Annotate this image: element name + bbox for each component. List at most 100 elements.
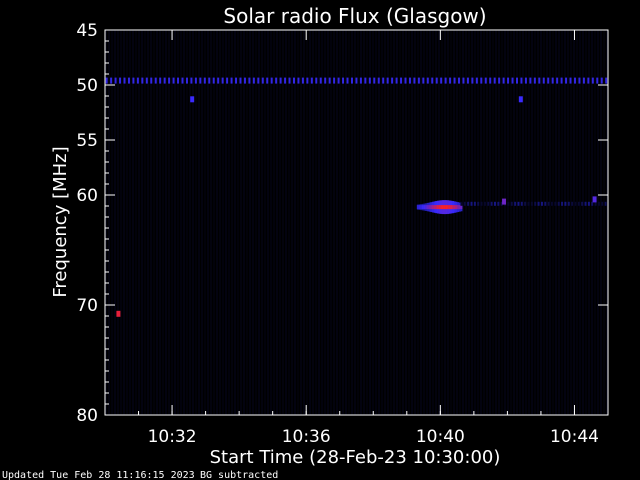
background-column xyxy=(534,30,536,415)
background-column xyxy=(453,30,455,415)
burst-core xyxy=(423,205,426,210)
background-column xyxy=(234,30,236,415)
background-column xyxy=(462,30,464,415)
interference-dot xyxy=(163,77,166,84)
interference-dot xyxy=(565,77,568,84)
background-column xyxy=(246,30,248,415)
background-column xyxy=(486,30,488,415)
interference-dot xyxy=(520,77,523,84)
emission-band xyxy=(463,201,466,206)
burst-core xyxy=(438,205,441,210)
background-column xyxy=(108,30,110,415)
burst-core xyxy=(430,205,433,210)
interference-dot xyxy=(538,77,541,84)
background-column xyxy=(120,30,122,415)
burst-core xyxy=(452,205,455,210)
background-column xyxy=(318,30,320,415)
interference-dot xyxy=(529,77,532,84)
emission-band xyxy=(540,201,543,206)
emission-band xyxy=(507,201,510,206)
interference-dot xyxy=(123,77,126,84)
emission-spot xyxy=(518,96,523,103)
background-column xyxy=(240,30,242,415)
interference-dot xyxy=(110,77,113,84)
background-column xyxy=(594,30,596,415)
background-column xyxy=(582,30,584,415)
background-column xyxy=(375,30,377,415)
background-column xyxy=(267,30,269,415)
background-column xyxy=(354,30,356,415)
emission-band xyxy=(547,201,550,206)
burst-core xyxy=(447,205,450,210)
interference-dot xyxy=(524,77,527,84)
background-column xyxy=(315,30,317,415)
y-tick-label: 45 xyxy=(76,21,98,41)
interference-dot xyxy=(551,77,554,84)
emission-band xyxy=(557,201,560,206)
background-column xyxy=(150,30,152,415)
emission-band xyxy=(571,201,574,206)
burst-core xyxy=(435,205,438,210)
background-column xyxy=(180,30,182,415)
background-column xyxy=(603,30,605,415)
background-column xyxy=(450,30,452,415)
background-column xyxy=(339,30,341,415)
interference-dot xyxy=(217,77,220,84)
y-tick-label: 50 xyxy=(76,76,98,96)
emission-band xyxy=(527,201,530,206)
interference-dot xyxy=(382,77,385,84)
emission-band xyxy=(514,201,517,206)
emission-band xyxy=(530,201,533,206)
interference-dot xyxy=(248,77,251,84)
background-column xyxy=(168,30,170,415)
updated-timestamp: Updated Tue Feb 28 11:16:15 2023 xyxy=(2,470,195,480)
interference-dot xyxy=(275,77,278,84)
background-column xyxy=(345,30,347,415)
interference-dot xyxy=(310,77,313,84)
background-column xyxy=(156,30,158,415)
background-column xyxy=(279,30,281,415)
burst-core xyxy=(458,205,461,210)
background-column xyxy=(465,30,467,415)
interference-dot xyxy=(364,77,367,84)
background-column xyxy=(381,30,383,415)
interference-dot xyxy=(306,77,309,84)
interference-dot xyxy=(324,77,327,84)
interference-dot xyxy=(578,77,581,84)
burst-core xyxy=(448,205,451,210)
plot-frame xyxy=(104,29,609,416)
background-column xyxy=(492,30,494,415)
interference-dot xyxy=(221,77,224,84)
background-column xyxy=(300,30,302,415)
interference-dot xyxy=(573,77,576,84)
emission-band xyxy=(567,201,570,206)
interference-dot xyxy=(395,77,398,84)
emission-band xyxy=(473,201,476,206)
background-column xyxy=(291,30,293,415)
interference-dot xyxy=(226,77,229,84)
background-column xyxy=(579,30,581,415)
emission-band xyxy=(597,201,600,206)
emission-band xyxy=(537,201,540,206)
interference-dot xyxy=(515,77,518,84)
bg-subtracted-label: BG subtracted xyxy=(200,470,278,480)
burst-core xyxy=(420,205,423,210)
interference-dot xyxy=(435,77,438,84)
background-column xyxy=(426,30,428,415)
background-column xyxy=(105,30,107,415)
interference-dot xyxy=(292,77,295,84)
emission-band xyxy=(477,201,480,206)
background-column xyxy=(525,30,527,415)
background-column xyxy=(561,30,563,415)
background-column xyxy=(255,30,257,415)
background-column xyxy=(510,30,512,415)
background-column xyxy=(249,30,251,415)
background-column xyxy=(483,30,485,415)
background-column xyxy=(357,30,359,415)
background-column xyxy=(117,30,119,415)
axes: 45 50 55 60 70 80 10:32 10:36 10:40 10:44 xyxy=(76,21,608,447)
interference-dot xyxy=(547,77,550,84)
background-column xyxy=(165,30,167,415)
background-column xyxy=(390,30,392,415)
background-column xyxy=(183,30,185,415)
